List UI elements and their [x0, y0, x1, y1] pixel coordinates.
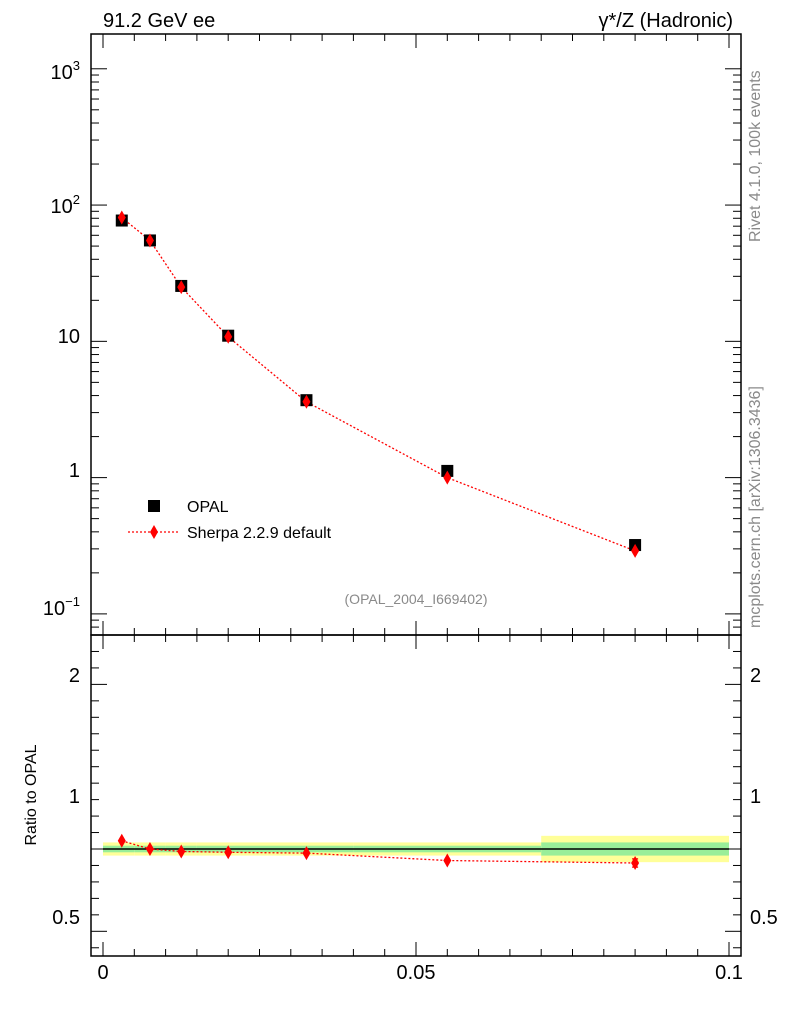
title-left: 91.2 GeV ee [103, 10, 215, 32]
ratio-y-tick-label-1-right: 1 [750, 786, 761, 808]
ratio-panel-frame [90, 634, 742, 957]
legend-sherpa-marker [150, 525, 158, 539]
rivet-version-label: Rivet 4.1.0, 100k events [747, 70, 764, 242]
ratio-y-tick-label-0.5-right: 0.5 [750, 907, 778, 929]
data-series [115, 210, 642, 870]
legend-sherpa-label: Sherpa 2.2.9 default [187, 525, 332, 542]
sherpa-ratio-point [224, 845, 233, 860]
sherpa-ratio-point [443, 853, 452, 868]
sherpa-point [145, 233, 154, 248]
sherpa-point [631, 543, 640, 558]
y-tick-label-100: 102 [51, 192, 80, 218]
axis-ticks [91, 34, 741, 956]
ratio-y-tick-label-2-right: 2 [750, 665, 761, 687]
legend-opal-marker [148, 500, 160, 512]
ratio-y-tick-label-1: 1 [69, 786, 80, 808]
legend: OPAL Sherpa 2.2.9 default [128, 499, 332, 542]
y-tick-label-10: 10 [58, 326, 80, 348]
sherpa-ratio-point [145, 842, 154, 856]
ratio-y-tick-label-0.5: 0.5 [52, 907, 80, 929]
x-tick-label-0: 0 [97, 962, 108, 984]
ratio-y-tick-label-2: 2 [69, 665, 80, 687]
reference-label: (OPAL_2004_I669402) [345, 591, 488, 607]
x-tick-label-0.1: 0.1 [715, 962, 743, 984]
y-tick-label-0.1: 10−1 [43, 594, 80, 620]
plot-frames [90, 33, 742, 957]
sherpa-ratio-point [117, 833, 126, 848]
sherpa-ratio-point [302, 846, 311, 861]
y-tick-label-1: 1 [69, 460, 80, 482]
sherpa-point [443, 470, 452, 485]
sherpa-point [224, 329, 233, 344]
sherpa-point [302, 394, 311, 409]
ratio-y-axis-label: Ratio to OPAL [23, 744, 40, 845]
x-tick-label-0.05: 0.05 [397, 962, 436, 984]
legend-opal-label: OPAL [187, 499, 229, 516]
main-panel-frame [90, 33, 742, 636]
title-right: γ*/Z (Hadronic) [599, 10, 733, 32]
mcplots-label: mcplots.cern.ch [arXiv:1306.3436] [747, 386, 764, 628]
sherpa-ratio-point [177, 844, 186, 859]
y-tick-label-1000: 103 [51, 58, 80, 84]
sherpa-point [117, 210, 126, 225]
sherpa-point [177, 280, 186, 295]
